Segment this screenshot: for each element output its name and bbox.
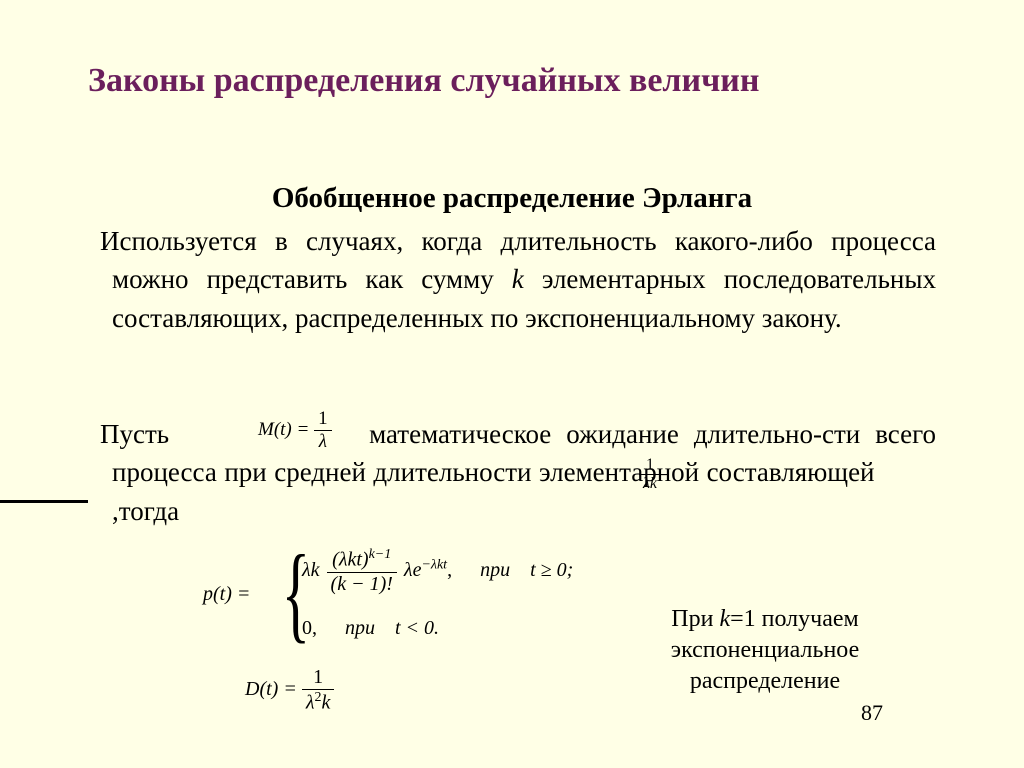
paragraph-1: Используется в случаях, когда длительнос…: [100, 222, 936, 337]
note: При k=1 получаем экспоненциальное распре…: [620, 604, 910, 698]
page-number: 87: [0, 700, 1024, 726]
slide-title: Законы распределения случайных величин: [88, 62, 759, 100]
pt-case-bottom: 0, при t < 0.: [302, 617, 439, 640]
formula-mt: M(t) = 1 λ: [258, 408, 332, 453]
pt-top-c: ,: [447, 559, 452, 581]
pt-case-top: λk (λkt)k−1 (k − 1)! λe−λkt, при t ≥ 0;: [302, 547, 573, 596]
pt-top-bexp: −λkt: [421, 557, 447, 572]
note-pre: При: [671, 606, 719, 632]
subtitle: Обобщенное распределение Эрланга: [100, 182, 924, 215]
pt-lhs: p(t) =: [203, 583, 250, 606]
mt-lhs: M(t) =: [258, 419, 309, 440]
p1-k: k: [512, 264, 524, 294]
dt-num: 1: [302, 666, 335, 689]
sf-den: λk: [639, 474, 661, 493]
sf-num: 1: [639, 456, 661, 474]
note-k: k: [719, 606, 730, 632]
paragraph-2: Пусть математическое ожидание длительно-…: [100, 415, 936, 530]
p2-let: Пусть: [100, 419, 169, 449]
pt-top-cond: при t ≥ 0;: [480, 559, 573, 581]
mt-den: λ: [314, 430, 332, 453]
p2-mid: математическое ожидание длительно-сти вс…: [112, 419, 936, 487]
pt-bot-cond: при t < 0.: [345, 617, 439, 639]
pt-top-exp: k−1: [369, 547, 392, 562]
side-rule: [0, 500, 88, 503]
pt-top-num: (λkt): [332, 549, 368, 571]
pt-top-den: (k − 1)!: [327, 572, 397, 596]
pt-top-b: λe: [404, 559, 422, 581]
mt-num: 1: [314, 408, 332, 430]
p2-then: ,тогда: [112, 496, 179, 526]
pt-top-a: λk: [302, 559, 320, 581]
pt-bot-a: 0,: [302, 617, 317, 639]
formula-inv-lambda-k: 1 λk: [639, 456, 661, 493]
dt-lhs: D(t) =: [245, 678, 297, 700]
